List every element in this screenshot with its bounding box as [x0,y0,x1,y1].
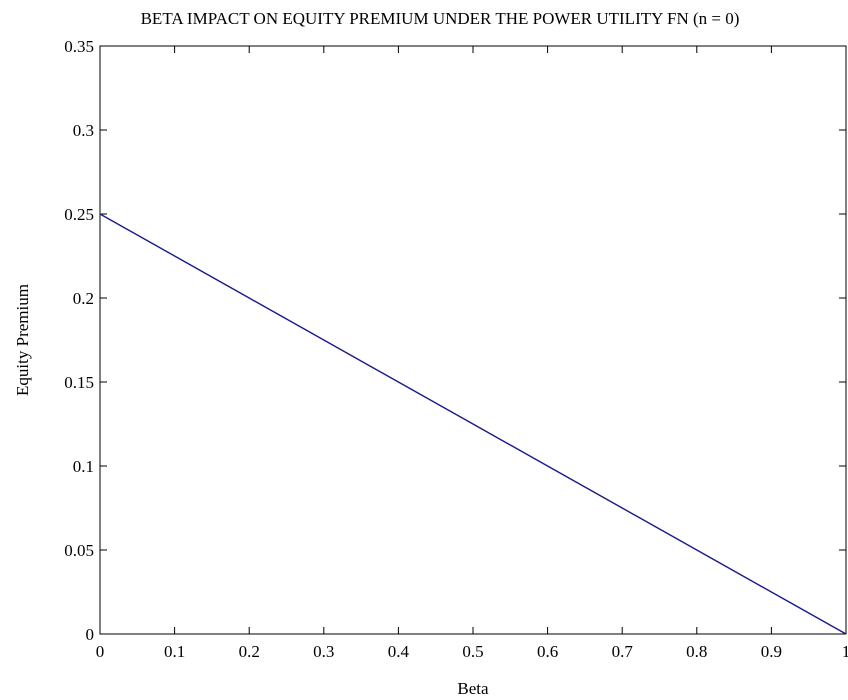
y-tick-label: 0.15 [64,373,94,392]
y-tick-label: 0.3 [73,121,94,140]
y-axis-label: Equity Premium [13,284,32,396]
y-tick-label: 0.1 [73,457,94,476]
y-tick-label: 0 [86,625,95,644]
y-axis: 0 0.05 0.1 0.15 0.2 0.25 0.3 0.35 [64,37,846,644]
x-tick-label: 0.8 [686,642,707,661]
plot-area [99,45,847,635]
series-line [99,213,847,635]
x-tick-label: 0.3 [313,642,334,661]
x-tick-label: 0.5 [462,642,483,661]
x-tick-label: 1 [842,642,848,661]
y-tick-label: 0.05 [64,541,94,560]
x-axis: 0 0.1 0.2 0.3 0.4 0.5 0.6 0.7 0.8 0.9 1 [96,46,848,661]
x-tick-label: 0.1 [164,642,185,661]
x-axis-label: Beta [457,679,489,698]
x-tick-label: 0.4 [388,642,410,661]
y-tick-label: 0.35 [64,37,94,56]
y-tick-label: 0.25 [64,205,94,224]
x-tick-label: 0.9 [761,642,782,661]
x-tick-label: 0.6 [537,642,558,661]
series-layer [99,213,847,635]
x-tick-label: 0.2 [239,642,260,661]
y-tick-label: 0.2 [73,289,94,308]
x-tick-label: 0.7 [612,642,634,661]
x-tick-label: 0 [96,642,105,661]
chart-title: BETA IMPACT ON EQUITY PREMIUM UNDER THE … [141,9,740,28]
